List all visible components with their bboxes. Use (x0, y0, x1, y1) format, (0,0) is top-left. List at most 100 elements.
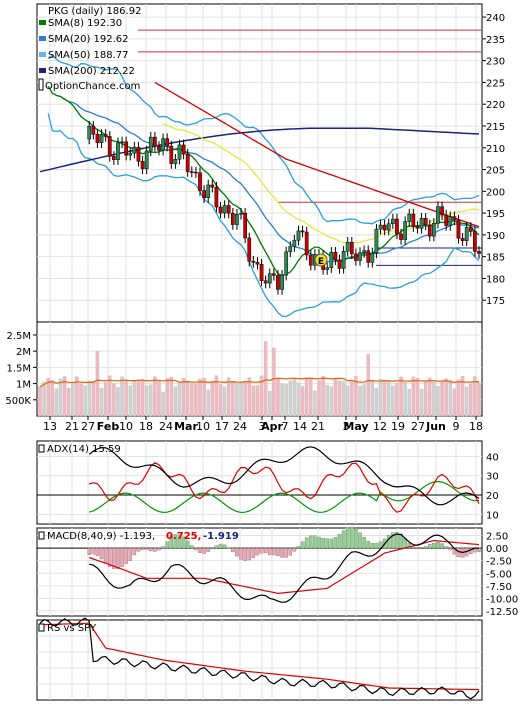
volume-bar (272, 347, 276, 417)
candle-body (185, 153, 190, 172)
volume-bar (42, 381, 46, 417)
macd-hist-bar (243, 547, 247, 561)
volume-tick-label: 1M (16, 380, 31, 391)
volume-bar (391, 385, 395, 417)
macd-hist-bar (198, 547, 202, 553)
macd-hist-bar (313, 535, 317, 549)
sma8-line (47, 85, 480, 277)
price-tick-label: 205 (486, 166, 505, 177)
candle-body (87, 125, 92, 140)
macd-hist-bar (181, 536, 186, 549)
candle-body (202, 190, 206, 198)
candle-body (222, 205, 227, 214)
candle-body (349, 241, 354, 255)
volume-bar (251, 385, 256, 417)
volume-bar (218, 384, 223, 417)
price-tick-label: 185 (486, 253, 505, 264)
candle-body (153, 136, 157, 147)
macd-hist-bar (210, 547, 215, 550)
volume-bar (58, 378, 63, 417)
volume-bar (177, 383, 182, 417)
price-tick-label: 190 (486, 231, 505, 242)
macd-hist-bar (415, 547, 420, 550)
volume-bar (38, 386, 42, 417)
volume-bar (79, 383, 83, 417)
volume-bar (116, 387, 120, 417)
volume-bar (46, 378, 50, 417)
candle-body (444, 214, 449, 226)
macd-hist-bar (374, 543, 379, 549)
x-tick-label: Feb (97, 420, 120, 433)
macd-signal-line (88, 539, 480, 595)
candle-body (140, 161, 145, 170)
candlesticks (87, 120, 481, 295)
candle-body (181, 144, 186, 155)
candle-body (292, 239, 297, 247)
volume-bar (378, 379, 383, 417)
volume-tick-label: 1.5M (6, 363, 31, 374)
macd-hist-bar (321, 538, 325, 549)
candle-body (436, 206, 440, 224)
macd-series (88, 533, 480, 603)
legend-sma50: SMA(50) 188.77 (48, 50, 129, 61)
macd-hist-bar (358, 532, 362, 549)
volume-bar (149, 384, 153, 417)
candle-body (259, 263, 264, 281)
volume-bar (477, 382, 481, 417)
candle-body (132, 146, 137, 154)
macd-hist-bar (255, 547, 260, 556)
volume-bar (464, 386, 469, 417)
price-legend: PKG (daily) 186.92 SMA(8) 192.30 SMA(20)… (38, 6, 141, 92)
macd-hist-bar (407, 543, 412, 549)
macd-hist-bar (169, 535, 174, 549)
macd-panel: 2.500.00 -2.50-5.00 -7.50-10.00 -12.50 MACD… (36, 526, 518, 618)
volume-bar (214, 375, 219, 417)
rs-line (39, 617, 480, 700)
candle-body (452, 216, 457, 221)
candle-body (276, 275, 280, 290)
x-tick-label: 7 (282, 420, 289, 433)
volume-bar (91, 380, 96, 417)
volume-tick-label: 2.5M (6, 331, 31, 342)
candle-body (95, 133, 100, 143)
candle-body (374, 228, 379, 254)
candle-body (354, 253, 358, 261)
macd-hist-bar (337, 533, 342, 549)
macd-hist-bar (399, 533, 403, 549)
candle-body (432, 223, 436, 237)
price-y-axis: 175 180 185 190 195 200 205 210 215 220 225 230 235 2… (482, 13, 505, 307)
macd-hist-bar (177, 534, 182, 549)
x-tick-label: 21 (311, 420, 325, 433)
macd-hist-bar (161, 546, 165, 549)
volume-panel: 2.5M 2M 1.5M 1M 500K (5, 321, 483, 417)
macd-hist-bar (112, 547, 116, 569)
price-panel-frame (36, 3, 483, 323)
candle-body (214, 186, 219, 208)
adx-panel-frame (36, 440, 483, 525)
candle-body (419, 218, 424, 229)
volume-bar (419, 388, 424, 417)
volume-y-axis: 2.5M 2M 1.5M 1M 500K (5, 331, 37, 407)
x-tick-label: 18 (469, 420, 483, 433)
volume-bar (140, 379, 145, 417)
volume-bar (124, 379, 128, 417)
price-tick-label: 240 (486, 13, 505, 24)
volume-bar (329, 386, 334, 417)
candle-body (267, 273, 272, 284)
candle-body (206, 184, 211, 198)
macd-hist-bar (218, 543, 223, 549)
candle-body (337, 259, 342, 269)
volume-bar (157, 379, 161, 417)
volume-bar (153, 376, 157, 417)
volume-bar (292, 378, 297, 417)
volume-bar (374, 387, 379, 417)
macd-hist-bar (391, 532, 395, 549)
rs-panel: RS vs SPY (36, 617, 483, 701)
x-tick-label: 17 (215, 420, 229, 433)
price-tick-label: 200 (486, 187, 505, 198)
volume-bar (202, 377, 206, 417)
x-tick-label: 18 (139, 420, 153, 433)
macd-hist-bar (423, 546, 428, 549)
candle-body (403, 221, 407, 240)
macd-hist-bar (440, 543, 444, 549)
